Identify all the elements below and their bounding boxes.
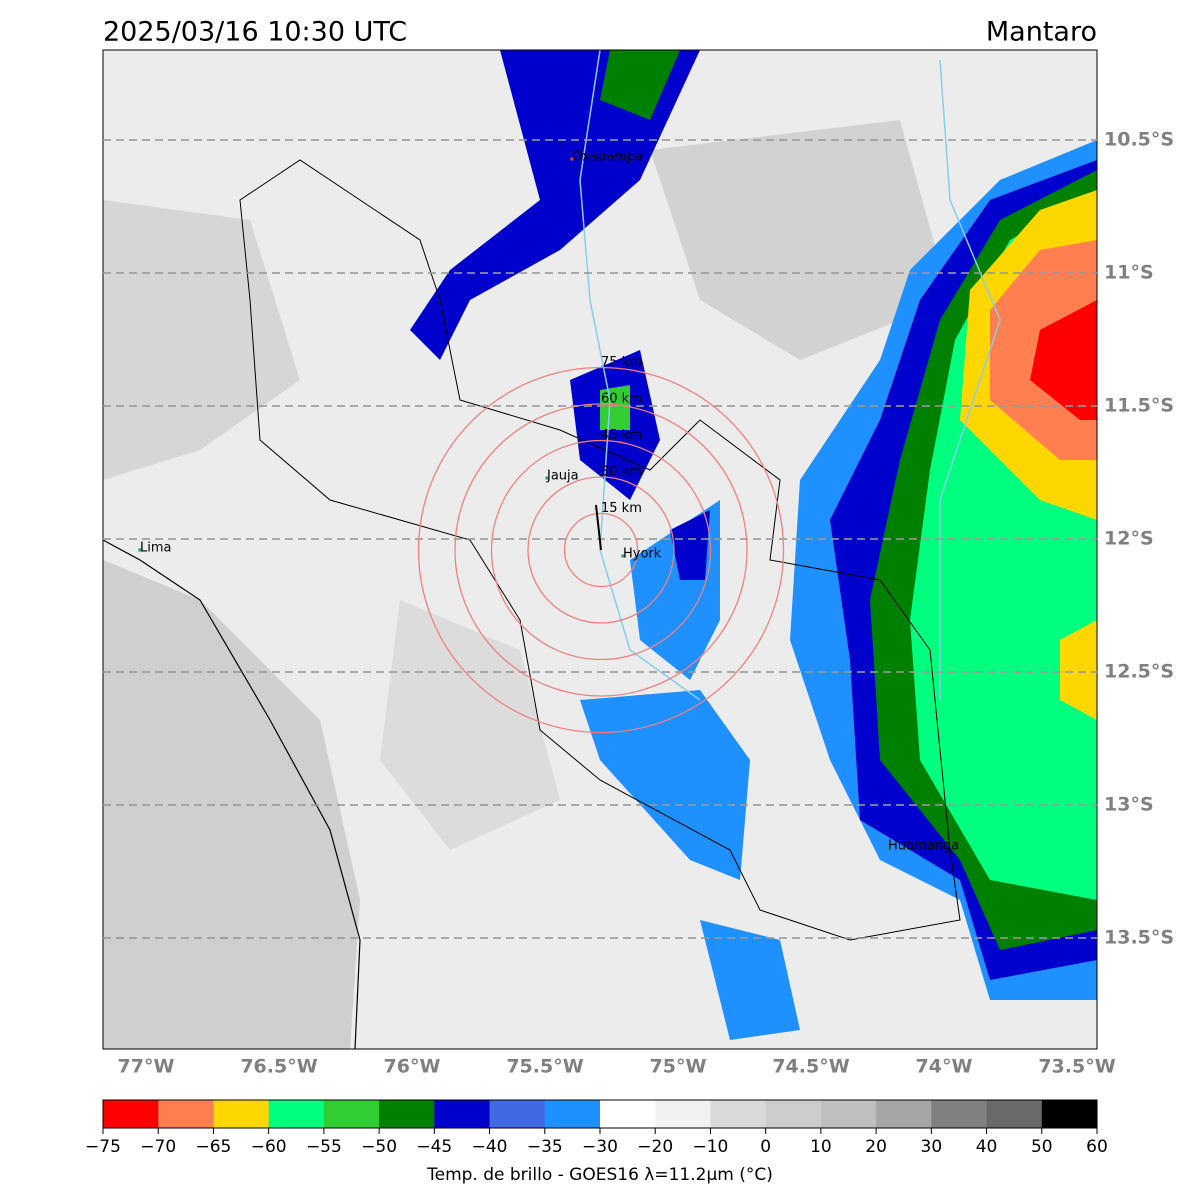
colorbar-segment xyxy=(158,1100,214,1128)
lon-label: 73.5°W xyxy=(1038,1056,1115,1078)
place-label: Hyork xyxy=(623,547,662,562)
colorbar-segment xyxy=(931,1100,987,1128)
colorbar-tick-label: −60 xyxy=(251,1137,287,1157)
colorbar-tick-label: 50 xyxy=(1031,1137,1053,1157)
colorbar-segment xyxy=(1041,1100,1098,1128)
range-ring xyxy=(454,403,748,697)
lat-label: 13°S xyxy=(1104,794,1154,816)
colorbar-segment xyxy=(876,1100,932,1128)
cloud-yellow xyxy=(1060,620,1097,720)
place-label: Lima xyxy=(140,541,171,556)
ring-label: 75 km xyxy=(601,355,642,370)
cloud-blue xyxy=(580,690,750,880)
map-frame xyxy=(102,49,1098,1050)
colorbar-segment xyxy=(710,1100,766,1128)
colorbar-tick-label: −55 xyxy=(306,1137,342,1157)
colorbar-segment xyxy=(600,1100,656,1128)
place-marker xyxy=(545,476,549,480)
lat-label: 13.5°S xyxy=(1104,927,1174,949)
cloud-gray xyxy=(103,200,300,480)
range-ring xyxy=(417,366,785,734)
colorbar-segment xyxy=(434,1100,490,1128)
ring-label: 60 km xyxy=(601,392,642,407)
title: 2025/03/16 10:30 UTC xyxy=(103,17,407,48)
colorbar-tick-label: 60 xyxy=(1086,1137,1108,1157)
colorbar-segment xyxy=(268,1100,325,1128)
colorbar-segment xyxy=(103,1100,159,1128)
colorbar-tick-label: 0 xyxy=(760,1137,771,1157)
lon-label: 77°W xyxy=(118,1056,175,1078)
lat-label: 10.5°S xyxy=(1104,129,1174,151)
cloud-gray xyxy=(103,560,360,1049)
colorbar-segment xyxy=(323,1100,380,1128)
place-marker xyxy=(621,554,625,558)
coastline xyxy=(103,539,361,1049)
lat-label: 11.5°S xyxy=(1104,395,1174,417)
border xyxy=(239,159,961,941)
colorbar-tick-label: −70 xyxy=(140,1137,176,1157)
lon-label: 74.5°W xyxy=(772,1056,849,1078)
river xyxy=(579,50,1001,701)
colorbar-tick-label: −50 xyxy=(361,1137,397,1157)
lon-label: 75.5°W xyxy=(506,1056,583,1078)
range-ring xyxy=(563,512,639,588)
range-ring xyxy=(490,439,712,661)
station-line xyxy=(595,504,602,551)
colorbar-label: Temp. de brillo - GOES16 λ=11.2μm (°C) xyxy=(426,1165,773,1185)
colorbar-tick-label: 40 xyxy=(976,1137,998,1157)
cloud-blue xyxy=(700,920,800,1040)
place-marker xyxy=(570,157,574,161)
lon-label: 76°W xyxy=(384,1056,441,1078)
cloud-blue xyxy=(670,510,710,580)
place-label: Huamanga xyxy=(888,839,959,854)
place-marker xyxy=(886,846,890,850)
cloud-blue xyxy=(410,50,700,360)
place-marker xyxy=(138,548,142,552)
colorbar-segment xyxy=(213,1100,269,1128)
lat-label: 11°S xyxy=(1104,262,1154,284)
place-label: Jauja xyxy=(546,469,579,484)
colorbar-segment xyxy=(986,1100,1043,1128)
range-ring xyxy=(527,476,675,624)
colorbar-segment xyxy=(655,1100,711,1128)
colorbar-tick-label: −10 xyxy=(692,1137,728,1157)
colorbar-segment xyxy=(820,1100,877,1128)
cloud-gray xyxy=(650,120,950,360)
lon-label: 76.5°W xyxy=(240,1056,317,1078)
colorbar-tick-label: 20 xyxy=(865,1137,887,1157)
cloud-red xyxy=(1030,300,1097,420)
colorbar-tick-label: −20 xyxy=(637,1137,673,1157)
cloud-green xyxy=(600,385,630,430)
colorbar-tick-label: −30 xyxy=(582,1137,618,1157)
ring-label: 30 km xyxy=(601,465,642,480)
colorbar-segment xyxy=(379,1100,435,1128)
colorbar-tick-label: −65 xyxy=(195,1137,231,1157)
colorbar-tick-label: −75 xyxy=(85,1137,121,1157)
lon-label: 75°W xyxy=(650,1056,707,1078)
colorbar-segment xyxy=(544,1100,601,1128)
cloud-green xyxy=(600,50,680,120)
colorbar-tick-label: 30 xyxy=(921,1137,943,1157)
ring-label: 15 km xyxy=(601,501,642,516)
lon-label: 74°W xyxy=(916,1056,973,1078)
colorbar-tick-label: −35 xyxy=(527,1137,563,1157)
region-name: Mantaro xyxy=(986,17,1097,48)
colorbar-segment xyxy=(489,1100,546,1128)
colorbar-tick-label: −45 xyxy=(416,1137,452,1157)
lat-label: 12.5°S xyxy=(1104,661,1174,683)
lat-label: 12°S xyxy=(1104,528,1154,550)
colorbar-tick-label: −40 xyxy=(472,1137,508,1157)
colorbar-tick-label: 10 xyxy=(810,1137,832,1157)
map-area xyxy=(103,50,1097,1049)
ring-label: 45 km xyxy=(601,428,642,443)
place-label: Oxapampa xyxy=(572,150,643,165)
cloud-gray xyxy=(380,600,560,850)
colorbar-segment xyxy=(765,1100,822,1128)
